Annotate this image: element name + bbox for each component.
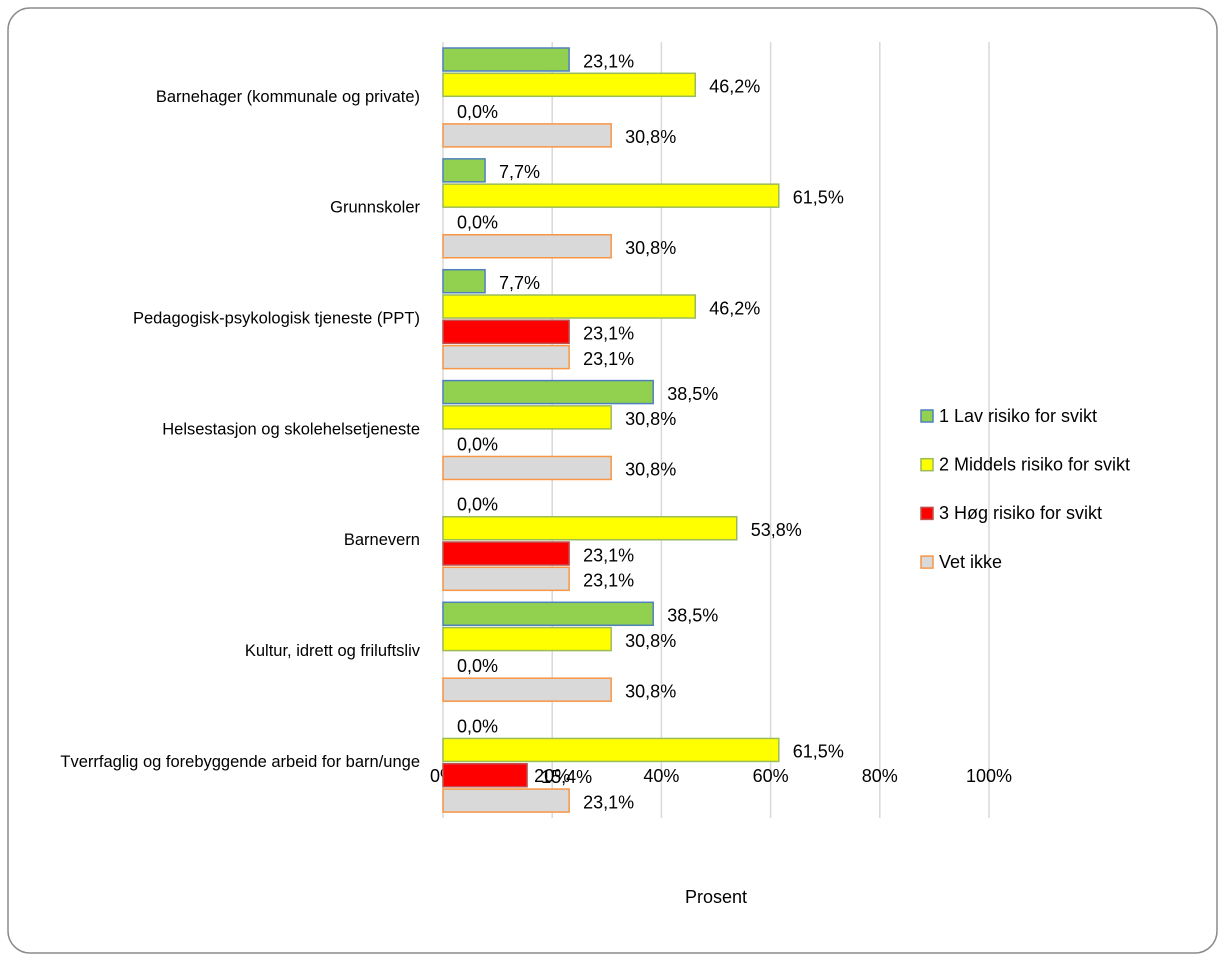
y-tick-label: Barnehager (kommunale og private) [156,88,420,106]
data-label: 0,0% [457,495,498,515]
bar [442,601,654,627]
bar [442,183,780,208]
bar [442,319,570,345]
legend-swatch [920,555,934,569]
data-label: 46,2% [709,77,760,97]
bar [442,405,612,430]
bar [442,566,570,592]
legend-swatch [920,506,934,521]
bar [442,737,780,763]
x-tick-label: 40% [643,766,679,786]
data-label: 30,8% [625,681,676,701]
data-label: 23,1% [583,792,634,812]
y-tick-label: Grunnskoler [330,199,420,217]
bar [442,268,486,294]
data-label: 30,8% [625,409,676,429]
data-label: 61,5% [793,187,844,207]
bar [442,626,612,652]
data-label: 23,1% [583,571,634,591]
data-label: 38,5% [667,384,718,404]
bar [442,344,570,370]
y-tick-label: Barnevern [344,531,420,549]
bar [442,455,612,481]
data-label: 23,1% [583,51,634,71]
x-axis-label: Prosent [685,887,747,907]
data-label: 53,8% [751,520,802,540]
bar [442,123,612,148]
data-label: 30,8% [625,238,676,258]
data-label: 0,0% [457,434,498,454]
y-tick-label: Tverrfaglig og forebyggende arbeid for b… [60,753,420,771]
legend-label: 2 Middels risiko for svikt [939,454,1130,474]
data-label: 15,4% [541,767,592,787]
bar [442,158,486,183]
data-label: 23,1% [583,349,634,369]
x-tick-label: 60% [753,766,789,786]
legend-label: 1 Lav risiko for svikt [939,406,1097,426]
data-label: 23,1% [583,324,634,344]
legend-label: 3 Høg risiko for svikt [939,503,1102,523]
bar [442,788,570,813]
data-label: 7,7% [499,162,540,182]
bar [442,762,528,788]
bar [442,47,570,72]
data-label: 23,1% [583,545,634,565]
data-label: 0,0% [457,213,498,233]
bar [442,515,738,541]
y-tick-label: Kultur, idrett og friluftsliv [245,642,421,660]
data-label: 30,8% [625,127,676,147]
x-tick-label: 80% [862,766,898,786]
data-label: 0,0% [457,102,498,122]
data-label: 38,5% [667,606,718,626]
data-label: 0,0% [457,656,498,676]
y-tick-label: Pedagogisk-psykologisk tjeneste (PPT) [133,310,420,328]
bar [442,234,612,259]
bar [442,541,570,566]
x-tick-label: 20% [534,766,570,786]
bar [442,294,697,319]
x-tick-label: 100% [966,766,1012,786]
data-label: 61,5% [793,742,844,762]
data-label: 7,7% [499,273,540,293]
data-label: 0,0% [457,716,498,736]
y-tick-label: Helsestasjon og skolehelsetjeneste [162,420,420,438]
bar [442,379,654,405]
chart-frame [7,7,1218,954]
data-label: 30,8% [625,460,676,480]
bar [442,72,697,98]
data-label: 30,8% [625,631,676,651]
data-label: 46,2% [709,298,760,318]
legend-swatch [920,409,934,423]
bar [442,677,612,702]
legend-swatch [920,457,934,472]
legend-label: Vet ikke [939,552,1002,572]
